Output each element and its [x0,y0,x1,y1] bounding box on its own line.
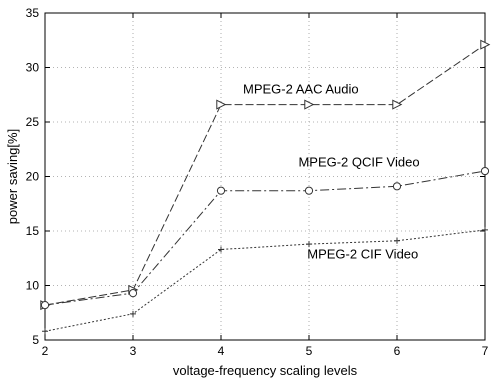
x-axis-label: voltage-frequency scaling levels [173,363,358,378]
data-point-series-3 [42,328,48,335]
x-tick-label: 7 [482,344,489,358]
data-point-series-2 [216,186,226,195]
data-point-series-2 [392,182,402,191]
y-tick-label: 20 [26,170,40,184]
data-point-series-1 [304,99,315,110]
data-point-series-3 [306,241,312,248]
data-point-series-3 [130,310,136,317]
x-tick-label: 6 [394,344,401,358]
x-tick-label: 4 [218,344,225,358]
grid [45,13,485,340]
y-tick-label: 5 [32,333,39,347]
data-point-series-2 [128,289,138,298]
series-line-1 [44,44,486,306]
data-point-series-3 [218,246,224,253]
series-line-2 [44,170,486,306]
data-point-series-1 [480,39,491,50]
data-point-series-1 [216,99,227,110]
y-tick-label: 25 [26,115,40,129]
x-tick-label: 2 [42,344,49,358]
y-tick-label: 35 [26,6,40,20]
series-annotation: MPEG-2 CIF Video [307,246,418,261]
x-tick-label: 3 [130,344,137,358]
series-annotation: MPEG-2 QCIF Video [298,155,419,170]
data-point-series-2 [40,301,50,310]
series-group [40,39,491,335]
data-point-series-3 [394,237,400,244]
data-point-series-2 [480,166,490,176]
ticks: 2 3 4 5 6 7 5 10 15 20 25 30 35 [26,6,489,358]
annotations: MPEG-2 AAC Audio MPEG-2 QCIF Video MPEG-2 … [243,82,420,262]
y-tick-label: 10 [26,279,40,293]
y-tick-label: 15 [26,224,40,238]
x-tick-label: 5 [306,344,313,358]
data-point-series-1 [392,99,403,110]
y-tick-label: 30 [26,61,40,75]
data-point-series-2 [304,186,314,195]
data-point-series-3 [482,226,488,233]
series-line-3 [44,229,486,332]
series-annotation: MPEG-2 AAC Audio [243,82,359,97]
y-axis-label: power saving[%] [5,129,20,224]
